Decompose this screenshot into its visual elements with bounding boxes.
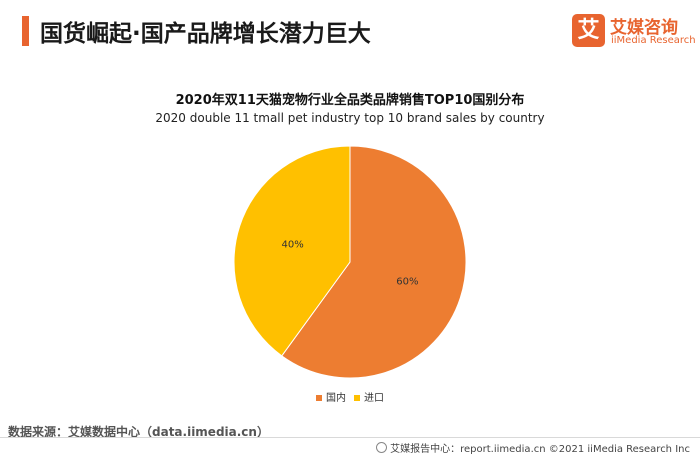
legend-item-1: 国内 [316,389,346,404]
brand-logo: 艾 艾媒咨询 iiMedia Research [572,14,696,50]
legend-label-2: 进口 [364,393,384,404]
logo-mark-icon: 艾 [572,14,605,47]
chart-title: 2020年双11天猫宠物行业全品类品牌销售TOP10国别分布 [175,93,525,108]
pie-label-1: 60% [396,277,418,288]
chart-legend: 国内 进口 [0,389,700,404]
legend-swatch-1 [316,395,322,401]
copyright-text: 艾媒报告中心：report.iimedia.cn ©2021 iiMedia R… [390,444,690,455]
chart-subtitle: 2020 double 11 tmall pet industry top 10… [155,111,545,125]
legend-swatch-2 [354,395,360,401]
footer-divider [0,437,700,438]
data-source: 数据来源：艾媒数据中心（data.iimedia.cn） [8,425,269,439]
pie-label-2: 40% [282,239,304,250]
logo-name-cn: 艾媒咨询 [610,18,678,38]
pie-slice-2 [233,145,351,357]
footer-copyright: 艾媒报告中心：report.iimedia.cn ©2021 iiMedia R… [376,440,690,455]
title-accent-bar [22,16,29,46]
header: 国货崛起·国产品牌增长潜力巨大 艾 艾媒咨询 iiMedia Research [0,0,700,62]
logo-name-en: iiMedia Research [611,35,696,46]
pie-slice-1 [281,145,467,379]
legend-label-1: 国内 [326,393,346,404]
report-center-icon [376,442,388,453]
legend-item-2: 进口 [354,389,384,404]
page-title: 国货崛起·国产品牌增长潜力巨大 [40,21,371,47]
